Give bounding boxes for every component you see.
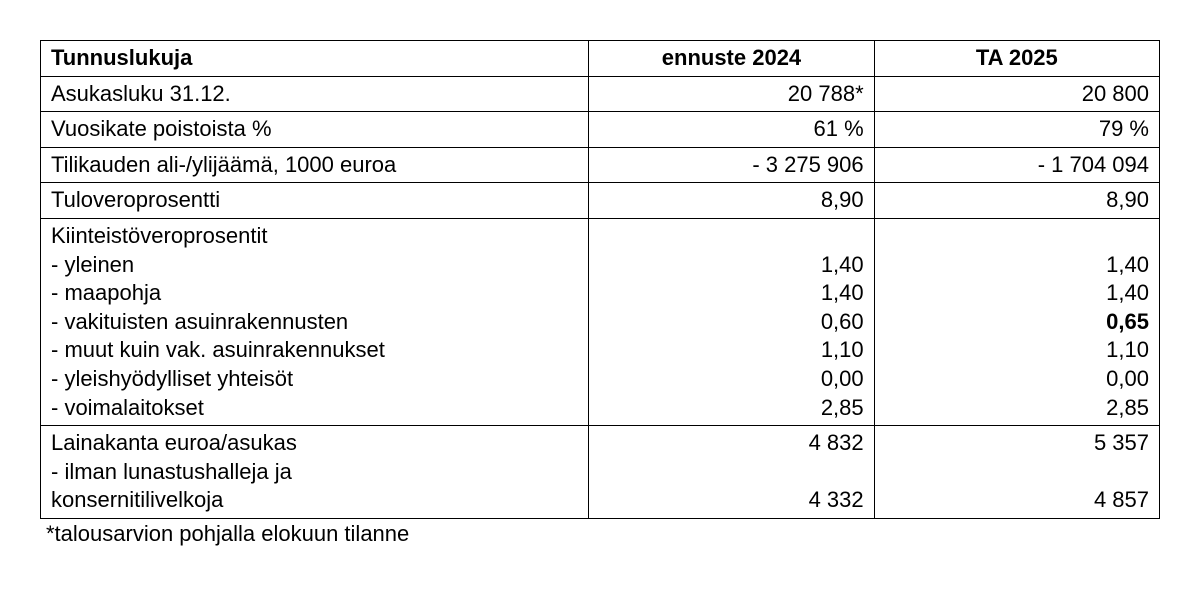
table-row: Asukasluku 31.12. 20 788* 20 800 (41, 76, 1160, 112)
row-value-2025-line: 1,40 (885, 279, 1149, 308)
table-row: Tilikauden ali-/ylijäämä, 1000 euroa - 3… (41, 147, 1160, 183)
table-body: Asukasluku 31.12. 20 788* 20 800 Vuosika… (41, 76, 1160, 518)
row-value-2024: 8,90 (589, 183, 874, 219)
row-label: Lainakanta euroa/asukas - ilman lunastus… (41, 426, 589, 519)
row-value-2024: 20 788* (589, 76, 874, 112)
row-value-2025: 8,90 (874, 183, 1159, 219)
table-footnote: *talousarvion pohjalla elokuun tilanne (40, 521, 1160, 547)
row-label: Asukasluku 31.12. (41, 76, 589, 112)
row-value-2025-line: 0,65 (885, 308, 1149, 337)
header-col-forecast-2024: ennuste 2024 (589, 41, 874, 77)
key-figures-table: Tunnuslukuja ennuste 2024 TA 2025 Asukas… (40, 40, 1160, 519)
row-value-2024: 1,40 1,40 0,60 1,10 0,00 2,85 (589, 218, 874, 425)
row-value-2025: - 1 704 094 (874, 147, 1159, 183)
row-value-2025: 20 800 (874, 76, 1159, 112)
row-label: Tilikauden ali-/ylijäämä, 1000 euroa (41, 147, 589, 183)
table-row-property-tax: Kiinteistöveroprosentit - yleinen - maap… (41, 218, 1160, 425)
row-value-2025: 5 357 4 857 (874, 426, 1159, 519)
table-header-row: Tunnuslukuja ennuste 2024 TA 2025 (41, 41, 1160, 77)
header-col-budget-2025: TA 2025 (874, 41, 1159, 77)
key-figures-table-container: Tunnuslukuja ennuste 2024 TA 2025 Asukas… (40, 40, 1160, 547)
table-row: Vuosikate poistoista % 61 % 79 % (41, 112, 1160, 148)
row-value-2025: 1,401,400,651,100,002,85 (874, 218, 1159, 425)
header-label: Tunnuslukuja (41, 41, 589, 77)
row-value-2025: 79 % (874, 112, 1159, 148)
row-value-2024: 4 832 4 332 (589, 426, 874, 519)
row-value-2025-line (885, 222, 1149, 251)
row-value-2025-line: 2,85 (885, 394, 1149, 423)
row-label: Vuosikate poistoista % (41, 112, 589, 148)
row-value-2024: - 3 275 906 (589, 147, 874, 183)
row-value-2025-line: 0,00 (885, 365, 1149, 394)
table-row: Tuloveroprosentti 8,90 8,90 (41, 183, 1160, 219)
row-value-2025-line: 1,40 (885, 251, 1149, 280)
row-label: Kiinteistöveroprosentit - yleinen - maap… (41, 218, 589, 425)
row-value-2024: 61 % (589, 112, 874, 148)
table-row-loan-stock: Lainakanta euroa/asukas - ilman lunastus… (41, 426, 1160, 519)
row-label: Tuloveroprosentti (41, 183, 589, 219)
row-value-2025-line: 1,10 (885, 336, 1149, 365)
